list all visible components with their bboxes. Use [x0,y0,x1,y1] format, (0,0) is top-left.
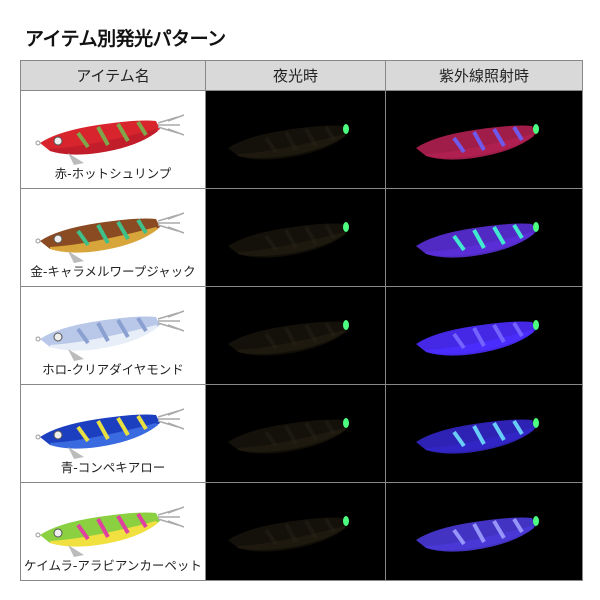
uv-glow-image [385,286,583,385]
table-row: 青-コンペキアロー [20,384,583,483]
night-glow-image [205,188,386,287]
glow-pattern-table: アイテム名 夜光時 紫外線照射時 赤-ホットシュリンプ [20,60,583,581]
item-cell: ケイムラ-アラビアンカーペット [20,482,206,581]
night-glow-image [205,90,386,189]
uv-glow-image [385,482,583,581]
night-glow-image [205,482,386,581]
item-cell: ホロ-クリアダイヤモンド [20,286,206,385]
item-cell: 青-コンペキアロー [20,384,206,483]
table-row: ケイムラ-アラビアンカーペット [20,482,583,581]
header-uv: 紫外線照射時 [385,60,583,91]
uv-glow-image [385,90,583,189]
table-header: アイテム名 夜光時 紫外線照射時 [20,60,583,91]
table-row: ホロ-クリアダイヤモンド [20,286,583,385]
table-row: 赤-ホットシュリンプ [20,90,583,189]
uv-glow-image [385,188,583,287]
header-night-glow: 夜光時 [205,60,386,91]
item-name: 金-キャラメルワープジャック [30,264,196,279]
item-name: 青-コンペキアロー [60,460,166,475]
item-name: ホロ-クリアダイヤモンド [42,362,184,377]
squid-jig-image [35,211,185,263]
squid-jig-image [35,309,185,361]
item-name: 赤-ホットシュリンプ [54,166,172,181]
squid-jig-image [35,407,185,459]
uv-glow-image [385,384,583,483]
squid-jig-image [35,113,185,165]
table-row: 金-キャラメルワープジャック [20,188,583,287]
page-title: アイテム別発光パターン [25,28,226,50]
night-glow-image [205,384,386,483]
header-item-name: アイテム名 [20,60,206,91]
squid-jig-image [35,505,185,557]
item-cell: 金-キャラメルワープジャック [20,188,206,287]
item-cell: 赤-ホットシュリンプ [20,90,206,189]
item-name: ケイムラ-アラビアンカーペット [24,558,202,573]
night-glow-image [205,286,386,385]
